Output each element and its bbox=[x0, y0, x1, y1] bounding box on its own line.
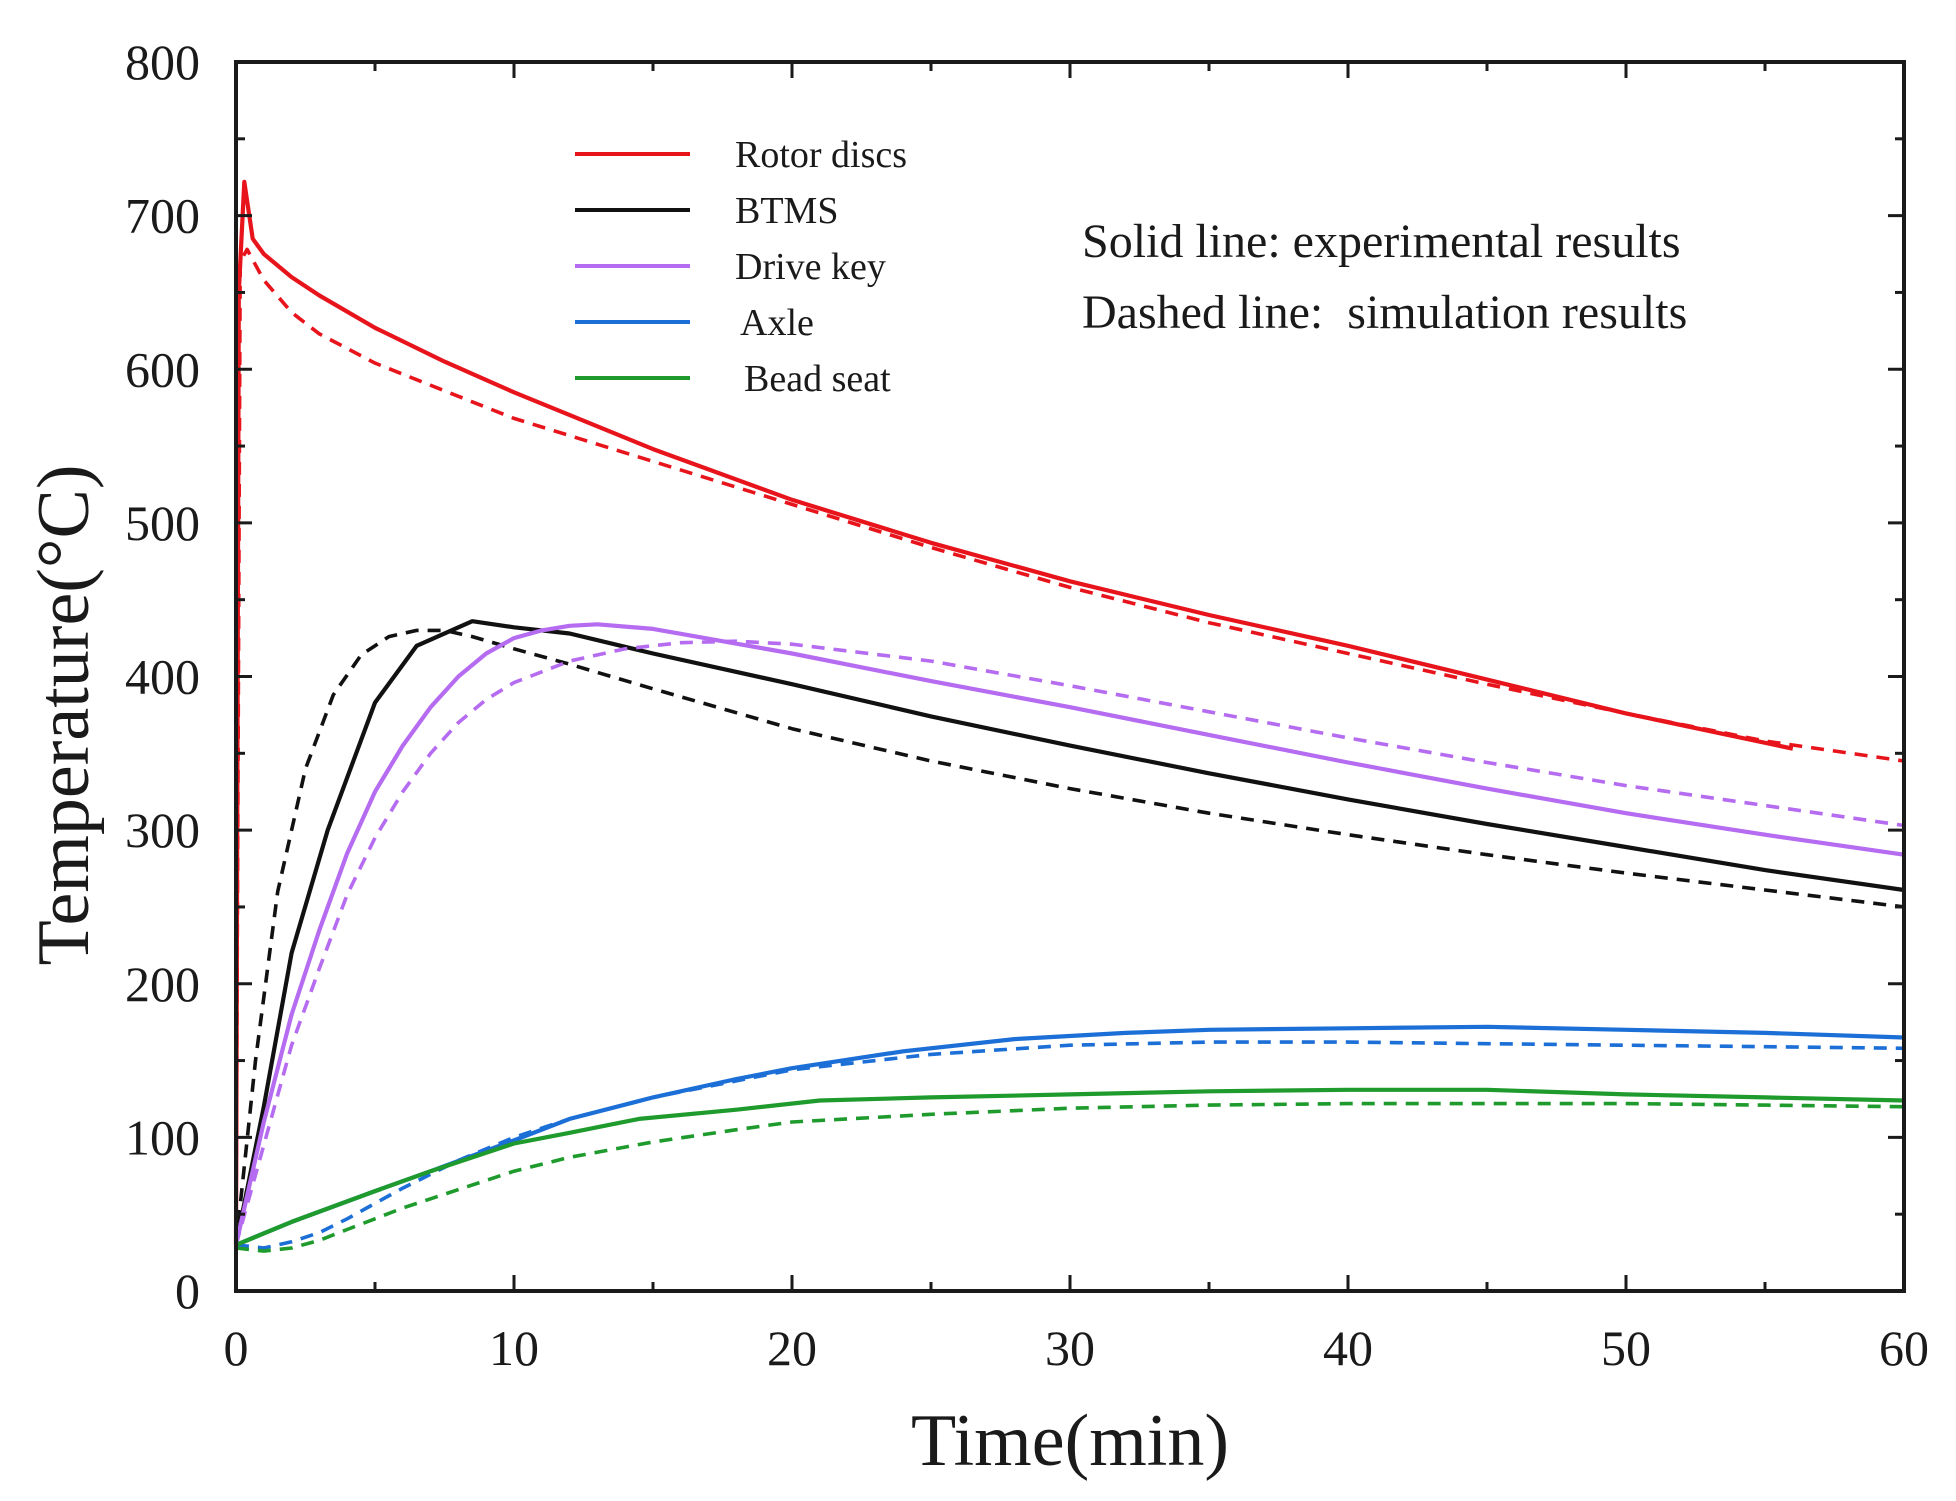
x-tick-label: 60 bbox=[1879, 1320, 1929, 1376]
y-axis-title: Temperature(°C) bbox=[23, 464, 105, 965]
y-tick-label: 800 bbox=[125, 34, 200, 90]
legend-label-btms: BTMS bbox=[735, 190, 838, 232]
x-axis-title: Time(min) bbox=[911, 1400, 1229, 1482]
legend-label-axle: Axle bbox=[740, 302, 814, 344]
note-dashed-line: Dashed line: simulation results bbox=[1082, 286, 1687, 339]
y-tick-label: 300 bbox=[125, 802, 200, 858]
axle-simulation-line bbox=[235, 1040, 1905, 1250]
legend: Rotor discs BTMS Drive key Axle Bead seat bbox=[575, 134, 907, 400]
y-tick-label: 700 bbox=[125, 188, 200, 244]
legend-label-rotor-discs: Rotor discs bbox=[735, 134, 907, 176]
drive-key-experimental-line bbox=[233, 622, 1905, 1246]
x-tick-label: 0 bbox=[224, 1320, 249, 1376]
legend-label-bead-seat: Bead seat bbox=[744, 358, 891, 400]
bead-seat-experimental-line bbox=[235, 1087, 1905, 1247]
y-tick-label: 600 bbox=[125, 341, 200, 397]
x-tick-label: 50 bbox=[1601, 1320, 1651, 1376]
y-tick-label: 400 bbox=[125, 649, 200, 705]
legend-label-drive-key: Drive key bbox=[735, 246, 886, 288]
btms-simulation-line bbox=[234, 628, 1905, 1246]
x-tick-label: 10 bbox=[489, 1320, 539, 1376]
note-solid-line: Solid line: experimental results bbox=[1082, 215, 1681, 268]
x-tick-label: 20 bbox=[767, 1320, 817, 1376]
y-tick-label: 100 bbox=[125, 1109, 200, 1165]
ticks-layer bbox=[234, 60, 1906, 1293]
drive-key-simulation-line bbox=[234, 639, 1905, 1246]
axle-experimental-line bbox=[235, 1024, 1905, 1247]
y-tick-label: 0 bbox=[175, 1263, 200, 1319]
bead-seat-simulation-line bbox=[235, 1101, 1905, 1253]
x-tick-label: 30 bbox=[1045, 1320, 1095, 1376]
rotor-discs-experimental-line bbox=[233, 179, 1794, 1245]
btms-experimental-line bbox=[233, 619, 1905, 1246]
series-layer bbox=[233, 179, 1905, 1253]
y-tick-label: 200 bbox=[125, 956, 200, 1012]
y-tick-label: 500 bbox=[125, 495, 200, 551]
x-tick-label: 40 bbox=[1323, 1320, 1373, 1376]
